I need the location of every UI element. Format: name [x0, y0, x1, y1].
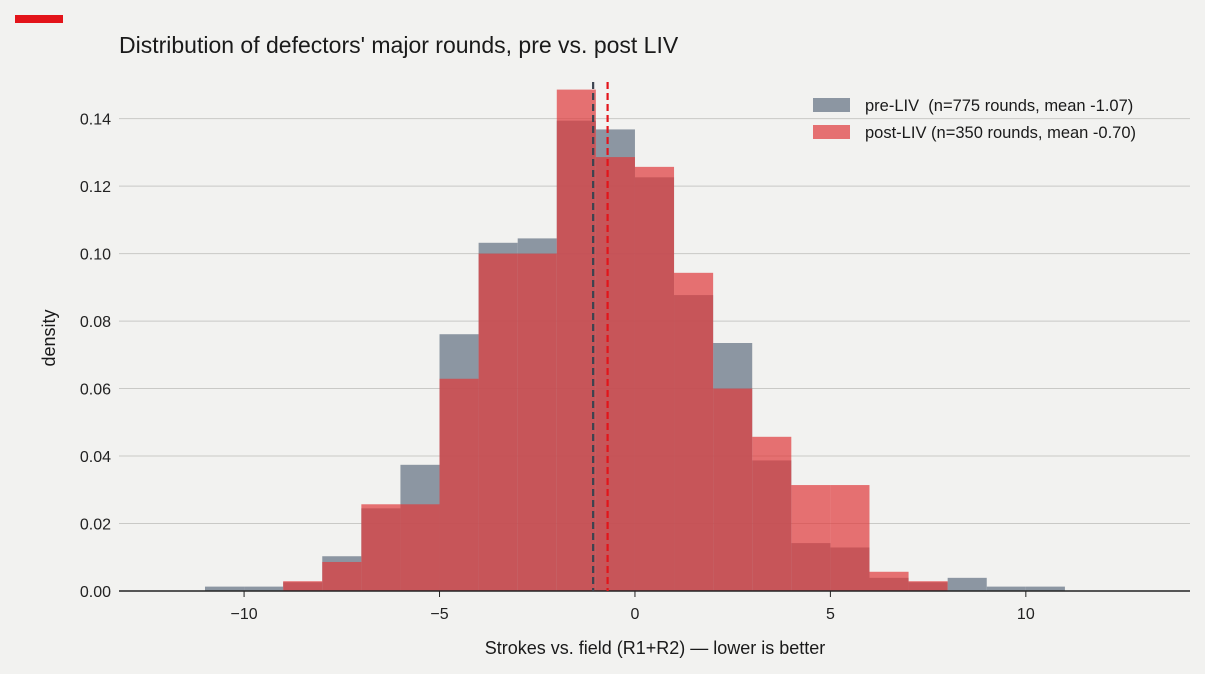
pre-liv-bar: [244, 586, 284, 591]
post-liv-bar: [908, 581, 948, 591]
x-ticks: −10 −5 0 5 10: [231, 591, 1035, 623]
legend: pre-LIV (n=775 rounds, mean -1.07) post-…: [813, 97, 1136, 142]
pre-liv-bar: [986, 586, 1026, 591]
x-tick-label: 10: [1017, 606, 1035, 623]
post-liv-bar: [439, 378, 479, 591]
post-liv-bar: [674, 272, 714, 591]
y-tick-label: 0.14: [80, 112, 111, 129]
pre-liv-bar: [204, 586, 245, 591]
legend-swatch-pre-liv: [813, 98, 850, 112]
y-tick-label: 0.08: [80, 314, 111, 331]
legend-label-post-liv: post-LIV (n=350 rounds, mean -0.70): [865, 124, 1136, 142]
y-tick-label: 0.00: [80, 584, 111, 601]
y-tick-label: 0.02: [80, 517, 111, 534]
legend-swatch-post-liv: [813, 125, 850, 139]
post-liv-bar: [556, 89, 596, 591]
post-liv-bar: [322, 561, 362, 591]
x-tick-label: 5: [826, 606, 835, 623]
mean-lines: [592, 82, 609, 591]
pre-liv-bar: [1025, 586, 1065, 591]
post-liv-bar: [830, 485, 870, 591]
y-axis-label: density: [39, 309, 59, 366]
post-liv-bar: [517, 253, 557, 592]
post-liv-bar: [478, 253, 518, 592]
post-liv-bar: [713, 388, 753, 591]
pre-liv-bar: [947, 577, 987, 591]
x-tick-label: −10: [231, 606, 258, 623]
post-liv-bar: [400, 504, 440, 591]
post-liv-bar: [361, 504, 401, 591]
accent-bar: [15, 15, 63, 23]
chart-title: Distribution of defectors' major rounds,…: [119, 32, 679, 58]
y-tick-label: 0.10: [80, 247, 111, 264]
x-axis-label: Strokes vs. field (R1+R2) — lower is bet…: [485, 638, 826, 658]
post-liv-bar: [791, 485, 831, 591]
y-tick-label: 0.04: [80, 449, 111, 466]
post-liv-bar: [634, 166, 675, 591]
y-tick-label: 0.06: [80, 382, 111, 399]
x-tick-label: 0: [631, 606, 640, 623]
post-liv-bar: [283, 581, 323, 591]
y-tick-labels: 0.00 0.02 0.04 0.06 0.08 0.10 0.12 0.14: [80, 112, 111, 601]
post-liv-bar: [869, 571, 909, 591]
post-liv-bar: [752, 436, 792, 591]
y-tick-label: 0.12: [80, 179, 111, 196]
x-tick-label: −5: [430, 606, 448, 623]
legend-label-pre-liv: pre-LIV (n=775 rounds, mean -1.07): [865, 97, 1133, 115]
post-liv-bar: [595, 157, 635, 591]
post-liv-bars: [283, 89, 948, 592]
